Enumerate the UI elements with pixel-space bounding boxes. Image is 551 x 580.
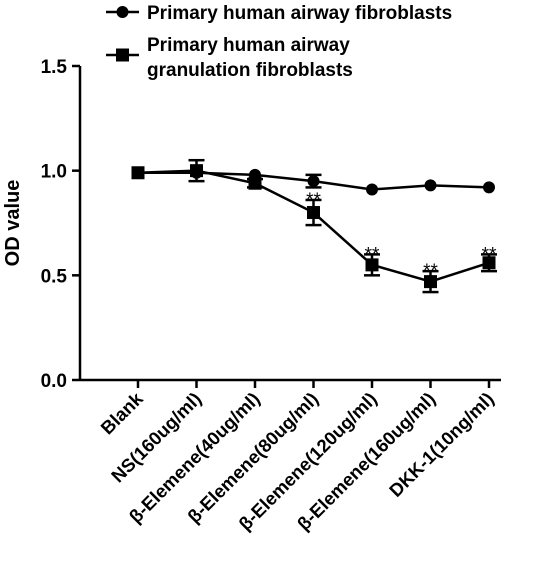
- legend-item-2: Primary human airway granulation fibrobla…: [106, 35, 353, 81]
- significance-label: **: [482, 244, 497, 265]
- x-tick-label: Blank: [96, 387, 147, 438]
- legend-label: Primary human airway: [147, 35, 350, 56]
- legend-item-1: Primary human airway fibroblasts: [106, 3, 452, 24]
- data-point: [482, 256, 496, 270]
- data-point: [424, 275, 437, 289]
- data-point: [366, 183, 378, 196]
- significance-label: **: [306, 190, 321, 211]
- y-tick-label: 1.0: [41, 162, 67, 183]
- data-point: [190, 164, 203, 178]
- legend-label: granulation fibroblasts: [147, 60, 353, 81]
- data-point: [307, 206, 320, 220]
- data-point: [307, 175, 320, 188]
- data-point: [424, 179, 437, 192]
- y-axis: 0.0 0.5 1.0 1.5 OD value: [2, 57, 82, 392]
- y-tick-label: 0.5: [41, 266, 68, 287]
- legend-label: Primary human airway fibroblasts: [147, 3, 452, 24]
- plot-area: ** ** ** **: [131, 158, 497, 294]
- y-tick-label: 0.0: [41, 371, 67, 392]
- data-point: [365, 258, 379, 272]
- data-point: [131, 166, 145, 180]
- data-point: [248, 176, 262, 190]
- significance-label: **: [423, 261, 438, 282]
- legend-marker: [116, 48, 129, 62]
- legend-marker: [116, 6, 129, 18]
- y-axis-title: OD value: [2, 180, 24, 267]
- significance-label: **: [365, 244, 380, 265]
- y-tick-label: 1.5: [41, 57, 68, 78]
- x-tick-label: DKK-1(10ng/ml): [385, 388, 498, 501]
- legend: Primary human airway fibroblasts Primary …: [106, 3, 452, 81]
- x-axis: BlankNS(160ug/ml)β-Elemene(40ug/ml)β-Ele…: [80, 378, 501, 534]
- data-point: [483, 181, 495, 194]
- series-2: ** ** ** **: [131, 158, 497, 294]
